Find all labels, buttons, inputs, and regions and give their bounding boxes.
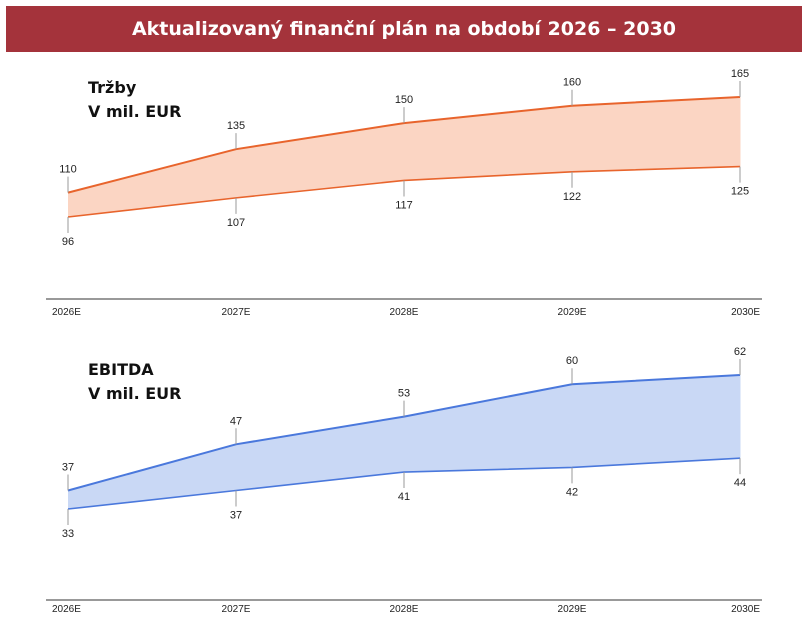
ebitda-lower-value-label: 44 [734,477,746,489]
ebitda-x-tick-label: 2027E [222,604,251,615]
ebitda-lower-value-label: 33 [62,528,74,540]
revenue-title-line-2: V mil. EUR [88,102,182,121]
ebitda-lower-value-label: 41 [398,491,410,503]
ebitda-x-tick-label: 2030E [731,604,760,615]
revenue-lower-value-label: 125 [731,186,749,198]
header-banner: Aktualizovaný finanční plán na období 20… [6,6,802,52]
ebitda-upper-value-label: 62 [734,346,746,358]
revenue-lower-value-label: 122 [563,191,581,203]
revenue-x-tick-label: 2030E [731,307,760,318]
revenue-lower-value-label: 117 [395,199,413,211]
ebitda-band-area [68,375,740,509]
revenue-band-area [68,97,740,217]
revenue-title-line-1: Tržby [88,78,137,97]
revenue-x-tick-label: 2028E [390,307,419,318]
ebitda-title-line-1: EBITDA [88,360,154,379]
revenue-upper-value-label: 110 [59,164,77,176]
ebitda-lower-value-label: 42 [566,486,578,498]
revenue-upper-value-label: 135 [227,120,245,132]
revenue-lower-value-label: 107 [227,217,245,229]
ebitda-x-tick-label: 2029E [558,604,587,615]
revenue-upper-value-label: 165 [731,68,749,80]
revenue-x-tick-label: 2029E [558,307,587,318]
revenue-x-tick-label: 2027E [222,307,251,318]
ebitda-upper-value-label: 53 [398,388,410,400]
revenue-chart-title: Tržby V mil. EUR [88,76,181,124]
ebitda-title-line-2: V mil. EUR [88,384,182,403]
ebitda-upper-value-label: 37 [62,462,74,474]
ebitda-upper-value-label: 60 [566,355,578,367]
ebitda-lower-value-label: 37 [230,510,242,522]
revenue-upper-value-label: 160 [563,77,581,89]
revenue-upper-value-label: 150 [395,94,413,106]
ebitda-x-tick-label: 2028E [390,604,419,615]
revenue-lower-value-label: 96 [62,236,74,248]
revenue-x-tick-label: 2026E [52,307,81,318]
ebitda-x-tick-label: 2026E [52,604,81,615]
page-title: Aktualizovaný finanční plán na období 20… [131,18,677,40]
ebitda-upper-value-label: 47 [230,415,242,427]
ebitda-chart-title: EBITDA V mil. EUR [88,358,181,406]
